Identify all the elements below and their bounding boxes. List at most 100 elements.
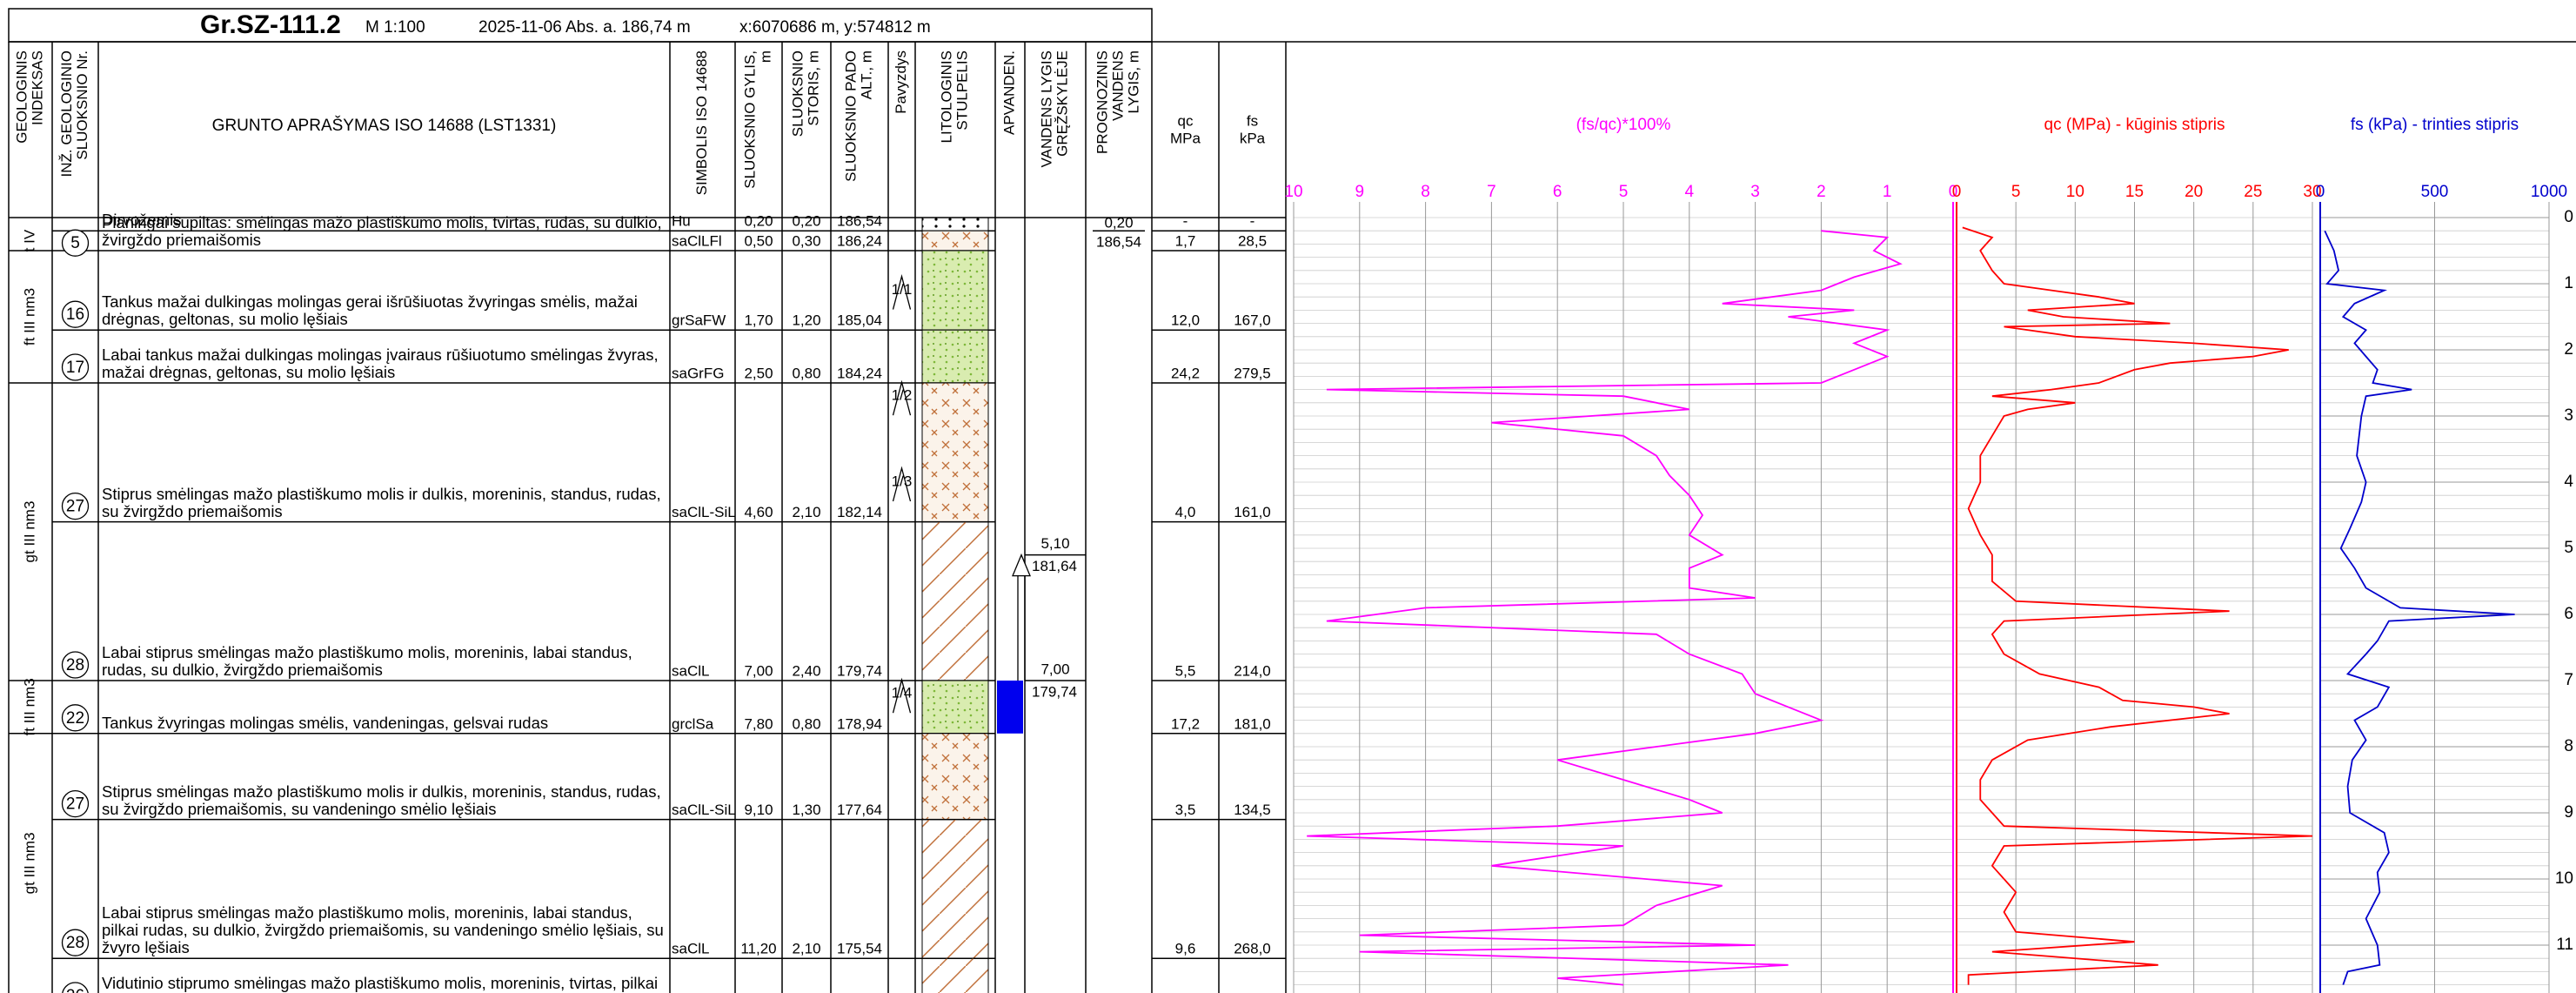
layer-thickness: 0,80 — [792, 715, 820, 732]
column-header: SLUOKSNIO Nr. — [74, 50, 90, 160]
litho-fill — [921, 521, 989, 681]
column-header: GRĘŽSKYLĖJE — [1054, 50, 1070, 157]
description-box: Stiprus smėlingas mažo plastiškumo molis… — [102, 484, 661, 520]
description: Labai stiprus smėlingas mažo plastiškumo… — [102, 903, 664, 957]
description: Stiprus smėlingas mažo plastiškumo molis… — [102, 782, 661, 818]
description-box: Vidutinio stiprumo smėlingas mažo plasti… — [102, 975, 658, 993]
sample-marker — [892, 466, 912, 502]
description: Labai stiprus smėlingas mažo plastiškumo… — [102, 642, 632, 679]
layer-qc: 12,0 — [1171, 312, 1200, 329]
layer-qc: 24,2 — [1171, 365, 1200, 381]
x-tick-label: 15 — [2125, 183, 2144, 201]
layer-depth: 2,50 — [744, 365, 773, 381]
description-box: Labai stiprus smėlingas mažo plastiškumo… — [102, 903, 664, 957]
water-stable-alt: 179,74 — [1032, 683, 1077, 700]
litho-fill — [921, 819, 989, 959]
layer-fs: 214,0 — [1234, 662, 1271, 679]
prognosis-alt: 186,54 — [1096, 234, 1141, 251]
layer-thickness: 0,80 — [792, 365, 820, 381]
layer-fs: 268,0 — [1234, 941, 1271, 957]
column-header: SLUOKSNIO PADO — [842, 50, 859, 182]
layer-depth: 7,80 — [744, 715, 773, 732]
layer-qc: - — [1183, 213, 1188, 230]
layer-fs: - — [1250, 213, 1255, 230]
layer-nr-circle — [61, 704, 90, 732]
symbol: saClLFl — [672, 232, 722, 249]
layer-nr: 16 — [66, 305, 84, 324]
column-header: VANDENS — [1109, 50, 1126, 121]
water-arrow — [1017, 575, 1026, 681]
column-header: PROGNOZINIS — [1094, 50, 1110, 154]
layer-alt: 178,94 — [837, 715, 882, 732]
date: 2025-11-06 — [478, 18, 562, 37]
sample-marker — [892, 677, 912, 714]
sample-label: 1/2 — [892, 387, 913, 404]
prognosis-depth: 0,20 — [1104, 215, 1133, 231]
group-index: ft III nm3 — [21, 288, 37, 346]
layer-depth: 11,20 — [740, 941, 776, 957]
layer-nr-circle — [62, 982, 89, 993]
x-tick-label: 6 — [1553, 183, 1562, 201]
layer-alt: 182,14 — [837, 504, 882, 520]
y-tick-label: 7 — [2564, 671, 2573, 689]
water-stable-depth: 7,00 — [1040, 661, 1069, 677]
y-tick-label: 11 — [2556, 936, 2573, 954]
sample-label: 1/1 — [892, 281, 913, 298]
symbol: Hu — [672, 213, 691, 230]
description-box: Tankus žvyringas molingas smėlis, vanden… — [102, 714, 548, 731]
y-tick-label: 8 — [2564, 737, 2573, 755]
y-tick-label: 0 — [2564, 208, 2573, 226]
layer-fs: 279,5 — [1234, 365, 1271, 381]
column-header: SLUOKSNIO — [789, 50, 806, 137]
layer-depth: 0,20 — [744, 213, 773, 230]
symbol: saGrFG — [672, 365, 724, 381]
y-tick-label: 6 — [2564, 605, 2573, 623]
y-tick-label: 3 — [2564, 406, 2573, 425]
symbol: saClL — [672, 662, 709, 679]
x-tick-label: 5 — [2011, 183, 2021, 201]
title: Gr.SZ-111.2 — [200, 10, 341, 39]
sample-label: 1/3 — [892, 473, 913, 489]
column-header: GEOLOGINIS — [13, 50, 30, 144]
group-index: gt III nm3 — [21, 832, 37, 894]
column-header: STULPELIS — [953, 50, 970, 131]
x-tick-label: 10 — [2066, 183, 2084, 201]
layer-qc: 9,6 — [1175, 941, 1196, 957]
x-tick-label: 1000 — [2531, 183, 2567, 201]
layer-fs: 167,0 — [1234, 312, 1271, 329]
abs: Abs. a. 186,74 m — [565, 18, 691, 37]
column-header: INDEKSAS — [29, 50, 45, 125]
layer-nr: 28 — [66, 934, 84, 952]
layer-thickness: 0,30 — [792, 232, 820, 249]
layer-nr-circle — [61, 789, 90, 818]
chart-title: fs (kPa) - trinties stipris — [2351, 116, 2519, 134]
layer-depth: 4,60 — [744, 504, 773, 520]
layer-qc: 1,7 — [1175, 232, 1196, 249]
x-tick-label: 0 — [1949, 183, 1958, 201]
group-index: t IV — [21, 229, 37, 252]
x-tick-label: 4 — [1685, 183, 1695, 201]
layer-qc: 17,2 — [1171, 715, 1200, 732]
litho-fill — [921, 230, 989, 252]
layer-alt: 185,04 — [837, 312, 882, 329]
x-tick-label: 1 — [1883, 183, 1892, 201]
description: Planingai supiltas: smėlingas mažo plast… — [102, 212, 662, 249]
description-box: Labai tankus mažai dulkingas molingas įv… — [102, 346, 659, 381]
column-header: VANDENS LYGIS — [1038, 50, 1054, 167]
column-header: m — [757, 50, 773, 63]
layer-nr-circle — [61, 300, 90, 328]
column-header: APVANDEN. — [1000, 50, 1017, 135]
x-tick-label: 0 — [2316, 183, 2325, 201]
layer-qc: 4,0 — [1175, 504, 1196, 520]
profile-line — [1307, 230, 1903, 986]
water-level-alt: 181,64 — [1032, 558, 1077, 574]
layer-alt: 175,54 — [837, 941, 882, 957]
description-box: Tankus mažai dulkingas molingas gerai iš… — [102, 293, 638, 328]
column-header: ALT., m — [858, 50, 874, 99]
symbol: grSaFW — [672, 312, 726, 329]
column-header: LYGIS, m — [1125, 50, 1141, 113]
profile-line — [1962, 226, 2313, 985]
water-level-marker — [1012, 553, 1031, 577]
x-tick-label: 2 — [1817, 183, 1826, 201]
description: Stiprus smėlingas mažo plastiškumo molis… — [102, 484, 661, 520]
